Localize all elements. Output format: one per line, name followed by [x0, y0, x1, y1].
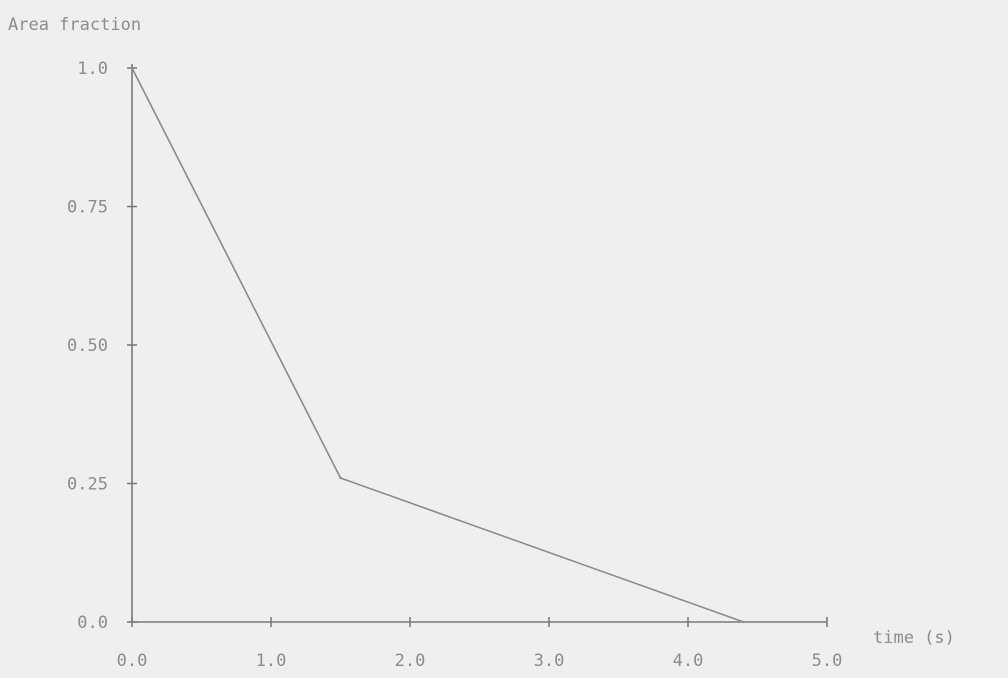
x-tick-label: 3.0: [534, 651, 565, 671]
x-tick-label: 2.0: [395, 651, 426, 671]
y-tick-label: 1.0: [77, 59, 108, 79]
data-point: [742, 620, 745, 624]
y-tick-label: 0.0: [77, 613, 108, 633]
data-point: [339, 476, 342, 480]
y-axis-title: Area fraction: [8, 15, 141, 35]
x-tick-label: 1.0: [256, 651, 287, 671]
y-tick-label: 0.25: [67, 475, 108, 495]
series-group: [130, 66, 745, 624]
x-tick-label: 4.0: [673, 651, 704, 671]
x-tick-label: 5.0: [812, 651, 843, 671]
series-line: [131, 67, 744, 623]
y-tick-label: 0.50: [67, 336, 108, 356]
y-tick-label: 0.75: [67, 198, 108, 218]
x-tick-label: 0.0: [117, 651, 148, 671]
x-axis-title: time (s): [873, 628, 955, 648]
tick-group: 0.0 1.0 2.0 3.0 4.0 5.0 0.0 0.25 0.50 0.75 1.0: [67, 59, 842, 671]
data-point: [130, 66, 134, 70]
